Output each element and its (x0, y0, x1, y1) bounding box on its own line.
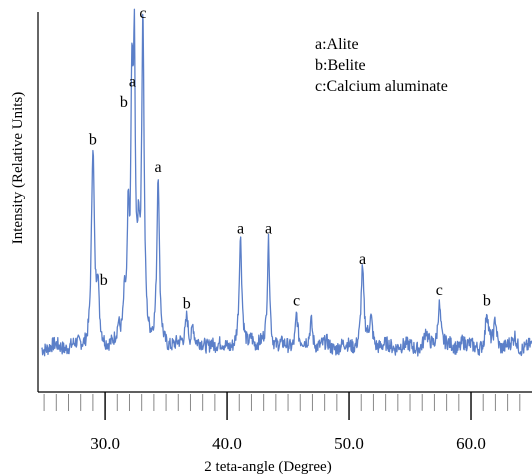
legend: a:Alite b:Belite c:Calcium aluminate (315, 36, 448, 95)
minor-ticks (43, 394, 521, 411)
x-tick-label: 60.0 (456, 434, 486, 453)
legend-entry-alite: a:Alite (315, 36, 359, 53)
peak-label: b (120, 94, 128, 111)
peak-label: a (129, 73, 136, 90)
peak-label: a (237, 221, 244, 238)
major-ticks (104, 392, 472, 420)
x-tick-labels: 30.0 40.0 50.0 60.0 (90, 434, 486, 453)
peak-label: c (139, 5, 146, 22)
x-tick-label: 40.0 (212, 434, 242, 453)
peak-label: a (359, 251, 366, 268)
peak-label: b (100, 272, 108, 289)
y-axis-label: Intensity (Relative Units) (10, 92, 26, 244)
peak-label: a (155, 159, 162, 176)
x-tick-label: 50.0 (334, 434, 364, 453)
x-axis-label: 2 teta-angle (Degree) (204, 459, 331, 475)
peak-label: c (436, 282, 443, 299)
peak-label: a (265, 221, 272, 238)
x-tick-label: 30.0 (90, 434, 120, 453)
xrd-pattern-line (41, 8, 532, 357)
peak-label: b (89, 132, 97, 149)
peak-label: c (293, 292, 300, 309)
legend-entry-calcium-aluminate: c:Calcium aluminate (315, 78, 448, 95)
peak-label: b (483, 292, 491, 309)
peak-label: b (183, 296, 191, 313)
legend-entry-belite: b:Belite (315, 57, 366, 74)
